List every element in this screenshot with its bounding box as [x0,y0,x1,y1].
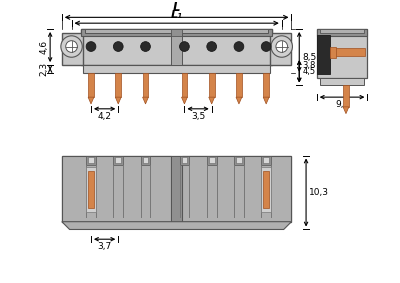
Bar [330,46,336,58]
Text: 2,3: 2,3 [39,62,48,76]
Bar [85,29,268,33]
Bar [83,65,270,73]
Bar [171,156,182,222]
Text: L: L [173,1,180,14]
Bar [317,29,367,36]
Bar [171,29,182,36]
Bar [236,157,242,163]
Polygon shape [142,97,148,104]
Bar [209,157,214,163]
Circle shape [234,42,244,52]
Bar [113,156,123,165]
Circle shape [86,42,96,52]
Text: 3,7: 3,7 [98,242,112,251]
Circle shape [271,36,292,57]
Bar [317,29,367,78]
Polygon shape [236,97,242,104]
Bar [263,171,269,208]
Bar [88,157,94,163]
Text: 3,5: 3,5 [191,112,205,121]
Bar [81,29,272,65]
Bar [141,156,150,165]
Bar [62,156,171,222]
Bar [320,78,364,85]
Text: 3,8: 3,8 [302,61,316,70]
Bar [263,73,269,97]
Text: 9,3: 9,3 [335,100,349,109]
Polygon shape [115,97,121,104]
Bar [236,73,242,97]
Bar [142,73,148,97]
Polygon shape [88,97,94,104]
Bar [343,85,349,107]
Polygon shape [343,107,349,114]
Circle shape [207,42,216,52]
Text: 4,5: 4,5 [302,67,315,76]
Circle shape [261,42,271,52]
Bar [86,167,96,212]
Bar [81,29,272,36]
Polygon shape [182,97,187,104]
Bar [115,157,121,163]
Text: 10,3: 10,3 [309,188,329,197]
Bar [86,156,96,165]
Bar [182,157,187,163]
Bar [62,156,292,222]
Bar [142,157,148,163]
Text: L₁: L₁ [171,10,183,20]
Circle shape [141,42,150,52]
Circle shape [61,36,82,57]
Bar [180,156,189,165]
Circle shape [66,41,77,52]
Bar [182,73,187,97]
Polygon shape [263,97,269,104]
Circle shape [180,42,189,52]
Bar [261,156,271,165]
Bar [182,156,292,222]
Text: 4,2: 4,2 [98,112,112,121]
Bar [320,29,364,33]
Circle shape [113,42,123,52]
Bar [62,33,83,65]
Bar [261,167,271,212]
Bar [115,73,121,97]
Text: 4,6: 4,6 [39,40,48,54]
Bar [207,156,216,165]
Polygon shape [62,222,292,230]
Bar [263,157,269,163]
Bar [234,156,244,165]
Circle shape [276,41,288,52]
Bar [209,73,214,97]
Text: 8,5: 8,5 [302,53,316,62]
Bar [88,171,94,208]
Bar [88,73,94,97]
Bar [270,33,292,65]
Polygon shape [209,97,214,104]
Bar [171,29,182,65]
Bar [317,35,330,74]
Bar [330,48,366,56]
